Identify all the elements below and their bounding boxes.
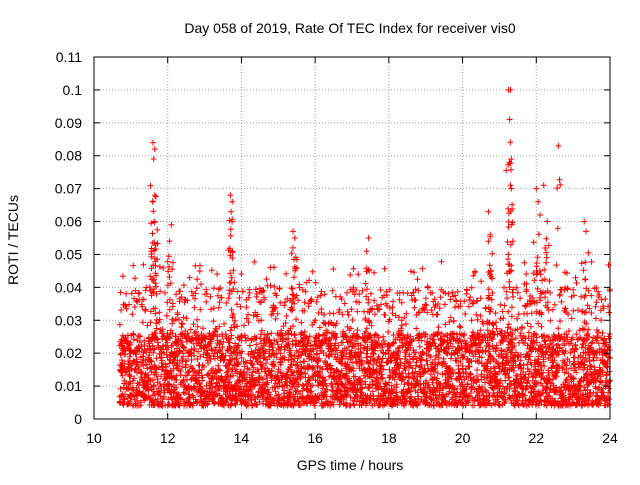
y-tick-label: 0 — [74, 411, 82, 427]
y-tick-label: 0.07 — [55, 181, 82, 197]
x-tick-label: 12 — [160, 430, 176, 446]
y-tick-labels: 0 0.01 0.02 0.03 0.04 0.05 0.06 0.07 0.08 0.09 0.1… — [55, 49, 82, 427]
y-tick-label: 0.03 — [55, 312, 82, 328]
x-tick-label: 22 — [528, 430, 544, 446]
x-axis-label: GPS time / hours — [297, 457, 404, 473]
y-tick-label: 0.02 — [55, 345, 82, 361]
y-tick-label: 0.05 — [55, 246, 82, 262]
y-tick-label: 0.1 — [63, 82, 83, 98]
axis-ticks — [93, 56, 611, 420]
y-tick-label: 0.06 — [55, 214, 82, 230]
y-tick-label: 0.04 — [55, 279, 82, 295]
y-tick-label: 0.08 — [55, 148, 82, 164]
x-tick-labels: 10 12 14 16 18 20 22 24 — [86, 430, 618, 446]
roti-series-markers — [116, 86, 613, 409]
x-tick-label: 10 — [86, 430, 102, 446]
plot-frame — [93, 56, 611, 420]
x-tick-label: 16 — [307, 430, 323, 446]
x-tick-label: 18 — [381, 430, 397, 446]
x-tick-label: 20 — [455, 430, 471, 446]
data-points — [116, 86, 613, 409]
y-axis-label: ROTI / TECUs — [5, 195, 21, 285]
y-tick-label: 0.09 — [55, 115, 82, 131]
y-tick-label: 0.11 — [56, 49, 82, 65]
x-tick-label: 14 — [234, 430, 250, 446]
x-tick-label: 24 — [602, 430, 618, 446]
chart-title: Day 058 of 2019, Rate Of TEC Index for r… — [184, 20, 515, 36]
y-tick-label: 0.01 — [55, 378, 82, 394]
